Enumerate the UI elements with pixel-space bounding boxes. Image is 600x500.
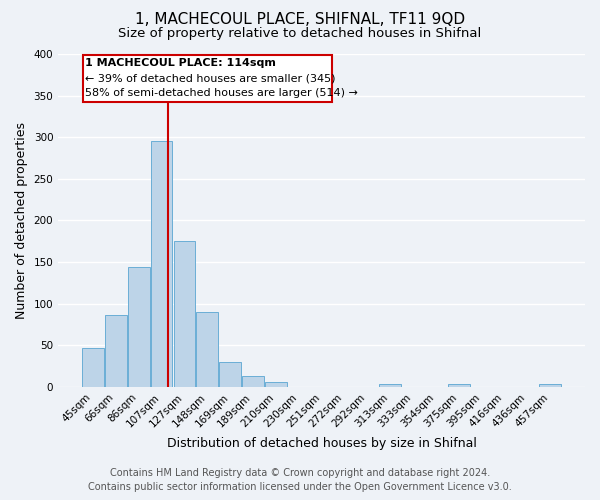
Text: 58% of semi-detached houses are larger (514) →: 58% of semi-detached houses are larger (… bbox=[85, 88, 358, 98]
Text: Contains HM Land Registry data © Crown copyright and database right 2024.
Contai: Contains HM Land Registry data © Crown c… bbox=[88, 468, 512, 492]
FancyBboxPatch shape bbox=[83, 55, 332, 102]
X-axis label: Distribution of detached houses by size in Shifnal: Distribution of detached houses by size … bbox=[167, 437, 476, 450]
Bar bbox=[173, 242, 195, 387]
Y-axis label: Number of detached properties: Number of detached properties bbox=[15, 122, 28, 319]
Bar bbox=[128, 267, 149, 387]
Text: 1, MACHECOUL PLACE, SHIFNAL, TF11 9QD: 1, MACHECOUL PLACE, SHIFNAL, TF11 9QD bbox=[135, 12, 465, 28]
Bar bbox=[105, 316, 127, 387]
Text: 1 MACHECOUL PLACE: 114sqm: 1 MACHECOUL PLACE: 114sqm bbox=[85, 58, 276, 68]
Bar bbox=[242, 376, 264, 387]
Bar bbox=[539, 384, 561, 387]
Bar bbox=[82, 348, 104, 387]
Bar bbox=[448, 384, 470, 387]
Bar bbox=[219, 362, 241, 387]
Bar bbox=[151, 142, 172, 387]
Bar bbox=[379, 384, 401, 387]
Bar bbox=[265, 382, 287, 387]
Bar bbox=[196, 312, 218, 387]
Text: ← 39% of detached houses are smaller (345): ← 39% of detached houses are smaller (34… bbox=[85, 73, 335, 83]
Text: Size of property relative to detached houses in Shifnal: Size of property relative to detached ho… bbox=[118, 28, 482, 40]
